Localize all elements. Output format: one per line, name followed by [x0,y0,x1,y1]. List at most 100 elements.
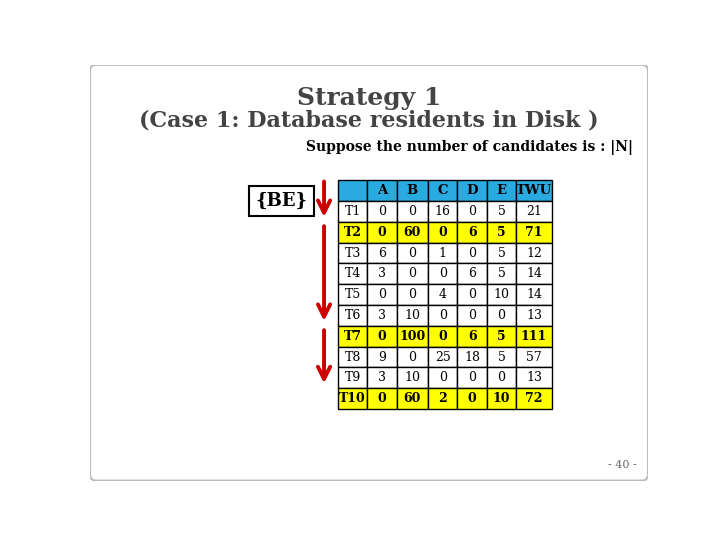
Bar [457,284,487,305]
Text: T2: T2 [343,226,361,239]
Text: 16: 16 [435,205,451,218]
Text: TWU: TWU [516,184,552,197]
Text: 3: 3 [378,267,386,280]
Text: 5: 5 [498,267,505,280]
Text: 14: 14 [526,267,542,280]
Bar [516,242,552,264]
Bar [397,367,428,388]
Bar [457,222,487,242]
Bar [428,347,457,367]
Text: 6: 6 [468,330,477,343]
Text: 25: 25 [435,350,451,363]
Text: 10: 10 [492,392,510,405]
Text: T1: T1 [345,205,361,218]
Text: 10: 10 [405,309,420,322]
Text: 100: 100 [400,330,426,343]
Text: 0: 0 [468,309,476,322]
Bar [487,305,516,326]
Bar [457,201,487,222]
Bar [487,264,516,284]
Bar [428,264,457,284]
Bar [516,388,552,409]
Text: T7: T7 [343,330,361,343]
Text: 3: 3 [378,309,386,322]
Text: 0: 0 [438,372,446,384]
Bar [397,326,428,347]
Text: 111: 111 [521,330,547,343]
Bar [338,347,367,367]
Text: 0: 0 [408,350,416,363]
Bar [397,388,428,409]
Bar [457,367,487,388]
Text: 2: 2 [438,392,447,405]
Bar [457,264,487,284]
Bar [487,222,516,242]
Bar [516,180,552,201]
Bar [338,242,367,264]
Text: 21: 21 [526,205,542,218]
Bar [516,264,552,284]
Bar [457,347,487,367]
Text: 0: 0 [468,372,476,384]
Bar [428,242,457,264]
Text: 0: 0 [438,330,447,343]
Bar [516,201,552,222]
Bar [397,180,428,201]
Text: - 40 -: - 40 - [608,460,637,470]
Bar [367,367,397,388]
Text: 0: 0 [378,288,386,301]
Text: T3: T3 [345,247,361,260]
Text: 60: 60 [404,392,421,405]
Text: 0: 0 [468,247,476,260]
Bar [338,180,367,201]
Bar [338,222,367,242]
Bar [457,242,487,264]
Bar [428,388,457,409]
Text: 0: 0 [378,330,387,343]
Text: Suppose the number of candidates is : |N|: Suppose the number of candidates is : |N… [306,140,634,156]
Text: 4: 4 [438,288,446,301]
Text: 0: 0 [378,205,386,218]
Bar [516,326,552,347]
Bar [367,347,397,367]
Bar [487,326,516,347]
Bar [516,284,552,305]
Text: 0: 0 [438,267,446,280]
Text: 5: 5 [498,226,506,239]
Bar [338,305,367,326]
Text: 5: 5 [498,247,505,260]
Text: 5: 5 [498,330,506,343]
Bar [516,367,552,388]
Text: 71: 71 [526,226,543,239]
Bar [397,347,428,367]
Text: 0: 0 [408,247,416,260]
Text: 9: 9 [378,350,386,363]
Bar [428,180,457,201]
Bar [367,264,397,284]
Text: 0: 0 [408,205,416,218]
Bar [397,305,428,326]
Bar [397,284,428,305]
Bar [487,347,516,367]
Text: 5: 5 [498,205,505,218]
Text: 18: 18 [464,350,480,363]
Text: 5: 5 [498,350,505,363]
Bar [367,222,397,242]
Bar [428,367,457,388]
Text: 3: 3 [378,372,386,384]
Text: C: C [437,184,448,197]
FancyBboxPatch shape [90,65,648,481]
Bar [487,180,516,201]
Text: 13: 13 [526,309,542,322]
Text: 57: 57 [526,350,542,363]
Bar [457,388,487,409]
Text: 0: 0 [408,267,416,280]
Text: Strategy 1: Strategy 1 [297,86,441,110]
Text: 10: 10 [405,372,420,384]
Text: (Case 1: Database residents in Disk ): (Case 1: Database residents in Disk ) [139,109,599,131]
Bar [367,388,397,409]
Bar [457,180,487,201]
Bar [487,201,516,222]
Bar [428,222,457,242]
Text: 1: 1 [438,247,446,260]
